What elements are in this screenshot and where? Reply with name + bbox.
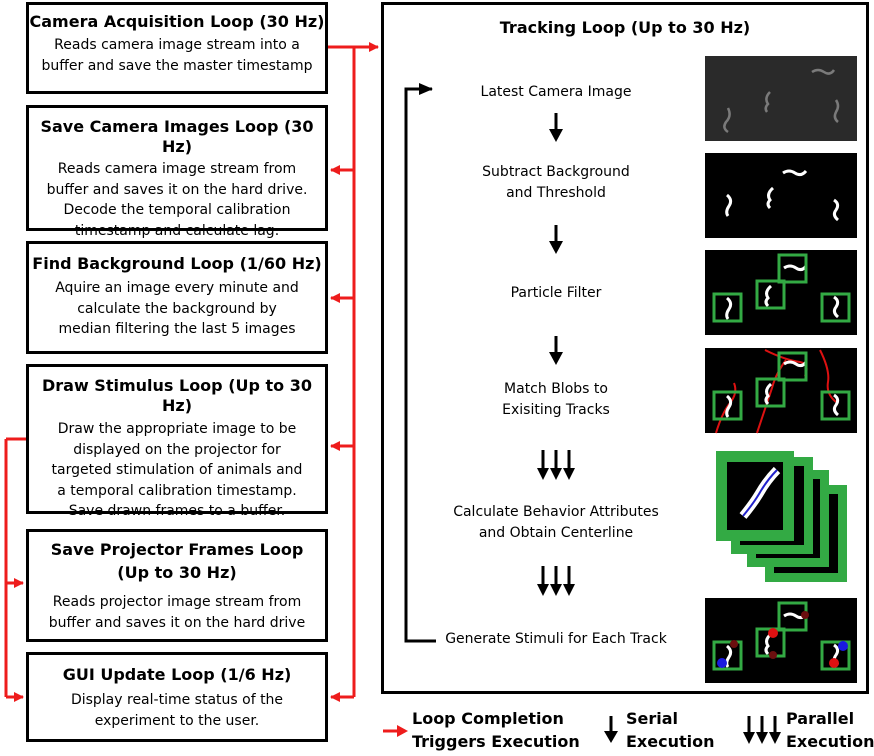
loop-desc-line: Decode the temporal calibration bbox=[63, 202, 291, 218]
legend-line: Loop Completion bbox=[412, 709, 564, 728]
generate-stimuli-image bbox=[705, 598, 857, 683]
loop-desc-line: Draw the appropriate image to be bbox=[57, 421, 297, 437]
legend-red-arrow-icon bbox=[383, 725, 408, 737]
step-particle-filter: Particle Filter bbox=[430, 283, 682, 304]
step-label-line: Particle Filter bbox=[510, 285, 602, 301]
legend-line: Execution bbox=[626, 732, 715, 751]
legend-parallel-label: Parallel Execution bbox=[786, 707, 874, 753]
loop-desc-line: Save drawn frames to a buffer. bbox=[68, 503, 286, 519]
loop-title-line-2: (Up to 30 Hz) bbox=[117, 563, 237, 582]
loop-title-line-1: Save Projector Frames Loop bbox=[50, 540, 304, 559]
loop-title: Save Camera Images Loop (30 Hz) bbox=[40, 117, 314, 156]
trigger-arrows-left bbox=[4, 437, 26, 702]
step-label-line: Generate Stimuli for Each Track bbox=[445, 631, 667, 647]
save-projector-frames-loop-box: Save Projector Frames Loop (Up to 30 Hz)… bbox=[26, 529, 328, 642]
step-label-line: Calculate Behavior Attributes bbox=[453, 504, 659, 520]
loop-desc-line: displayed on the projector for bbox=[73, 441, 281, 458]
loop-desc-line: buffer and saves it on the hard drive. bbox=[46, 181, 308, 198]
legend-line: Execution bbox=[786, 732, 874, 751]
step-label-line: Exisiting Tracks bbox=[502, 402, 610, 418]
step-label-line: Match Blobs to bbox=[504, 381, 608, 397]
draw-stimulus-loop-box: Draw Stimulus Loop (Up to 30 Hz) Draw th… bbox=[26, 364, 328, 519]
step-subtract-background: Subtract Background and Threshold bbox=[430, 162, 682, 204]
loop-desc-line: Reads projector image stream from bbox=[52, 594, 302, 610]
loop-desc-line: timestamp and calculate lag. bbox=[74, 222, 280, 239]
loop-title: Draw Stimulus Loop (Up to 30 Hz) bbox=[41, 376, 312, 415]
loop-desc-line: buffer and save the master timestamp bbox=[41, 57, 313, 74]
loop-title: GUI Update Loop (1/6 Hz) bbox=[62, 665, 292, 684]
step-label-line: and Obtain Centerline bbox=[478, 525, 634, 541]
tracking-loop-panel bbox=[381, 2, 869, 694]
step-calculate-behavior: Calculate Behavior Attributes and Obtain… bbox=[420, 502, 692, 544]
serial-arrow-icon bbox=[549, 225, 563, 254]
trigger-arrows-right bbox=[328, 42, 379, 702]
legend-line: Parallel bbox=[786, 709, 855, 728]
step-generate-stimuli: Generate Stimuli for Each Track bbox=[420, 629, 692, 650]
parallel-arrow-icon bbox=[537, 566, 575, 596]
find-background-loop-box: Find Background Loop (1/60 Hz) Aquire an… bbox=[26, 241, 328, 354]
loop-desc-line: Display real-time status of the bbox=[70, 692, 284, 708]
loop-desc-line: calculate the background by bbox=[77, 300, 277, 317]
legend-completion-label: Loop Completion Triggers Execution bbox=[412, 707, 580, 753]
loop-desc-line: experiment to the user. bbox=[94, 712, 260, 729]
loop-desc-line: median filtering the last 5 images bbox=[58, 321, 296, 337]
camera-acquisition-loop-box: Camera Acquisition Loop (30 Hz) Reads ca… bbox=[26, 2, 328, 94]
raw-camera-image bbox=[705, 56, 857, 141]
step-label-line: Latest Camera Image bbox=[480, 84, 632, 100]
loop-back-arrow bbox=[404, 83, 436, 643]
loop-desc-line: buffer and saves it on the hard drive bbox=[48, 614, 306, 631]
legend-line: Serial bbox=[626, 709, 679, 728]
match-blobs-image bbox=[705, 348, 857, 434]
loop-desc-line: Aquire an image every minute and bbox=[55, 280, 299, 296]
legend-serial-label: Serial Execution bbox=[626, 707, 715, 753]
legend-serial-arrow-icon bbox=[604, 716, 618, 743]
loop-title: Find Background Loop (1/60 Hz) bbox=[32, 254, 322, 273]
threshold-image bbox=[705, 153, 857, 238]
loop-desc-line: Reads camera image stream from bbox=[57, 161, 297, 177]
particle-filter-image bbox=[705, 250, 857, 335]
loop-desc-line: targeted stimulation of animals and bbox=[51, 462, 303, 478]
step-label-line: Subtract Background bbox=[482, 164, 630, 180]
tracking-loop-title: Tracking Loop (Up to 30 Hz) bbox=[499, 18, 751, 37]
step-match-blobs: Match Blobs to Exisiting Tracks bbox=[430, 379, 682, 421]
save-camera-images-loop-box: Save Camera Images Loop (30 Hz) Reads ca… bbox=[26, 105, 328, 239]
loop-title: Camera Acquisition Loop (30 Hz) bbox=[29, 12, 325, 31]
loop-desc-line: a temporal calibration timestamp. bbox=[57, 482, 297, 499]
serial-arrow-icon bbox=[549, 113, 563, 142]
parallel-arrow-icon bbox=[537, 450, 575, 480]
legend-parallel-arrow-icon bbox=[743, 716, 781, 744]
step-latest-camera-image: Latest Camera Image bbox=[430, 82, 682, 103]
loop-desc-line: Reads camera image stream into a bbox=[54, 37, 300, 53]
serial-arrow-icon bbox=[549, 336, 563, 365]
centerline-stack-image bbox=[716, 451, 847, 582]
step-label-line: and Threshold bbox=[506, 185, 606, 201]
gui-update-loop-box: GUI Update Loop (1/6 Hz) Display real-ti… bbox=[26, 652, 328, 742]
legend-line: Triggers Execution bbox=[412, 732, 580, 751]
